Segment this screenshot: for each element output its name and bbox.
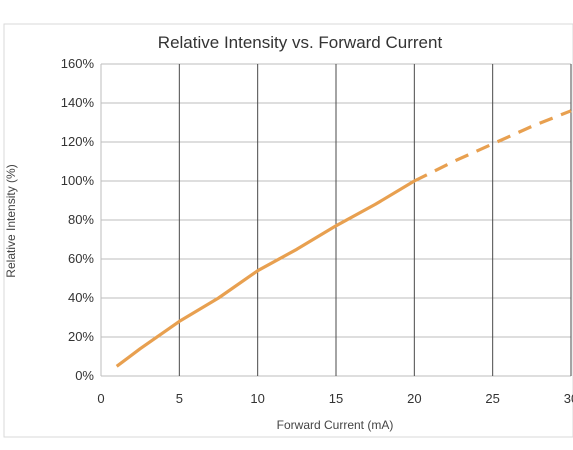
series-line-dashed	[413, 109, 572, 183]
x-tick-label: 15	[329, 391, 343, 406]
ticks: 0% 20% 40% 60% 80% 100% 120% 140% 160% 0 5 10 15 20 25…	[61, 56, 573, 406]
series-line-solid	[115, 179, 416, 368]
x-axis-label: Forward Current (mA)	[277, 418, 394, 432]
y-axis-label: Relative Intensity (%)	[4, 164, 18, 277]
x-tick-label: 30	[564, 391, 573, 406]
x-tick-label: 10	[250, 391, 264, 406]
y-tick-label: 140%	[61, 95, 95, 110]
y-tick-label: 40%	[68, 290, 94, 305]
grid	[100, 63, 572, 377]
chart-title: Relative Intensity vs. Forward Current	[158, 33, 443, 52]
x-tick-label: 20	[407, 391, 421, 406]
x-tick-label: 0	[97, 391, 104, 406]
y-tick-label: 60%	[68, 251, 94, 266]
y-tick-label: 120%	[61, 134, 95, 149]
chart-border	[3, 23, 573, 438]
y-tick-label: 20%	[68, 329, 94, 344]
x-tick-label: 5	[176, 391, 183, 406]
y-tick-label: 0%	[75, 368, 94, 383]
y-tick-label: 100%	[61, 173, 95, 188]
y-tick-label: 80%	[68, 212, 94, 227]
y-tick-label: 160%	[61, 56, 95, 71]
x-tick-label: 25	[485, 391, 499, 406]
series	[115, 109, 572, 368]
